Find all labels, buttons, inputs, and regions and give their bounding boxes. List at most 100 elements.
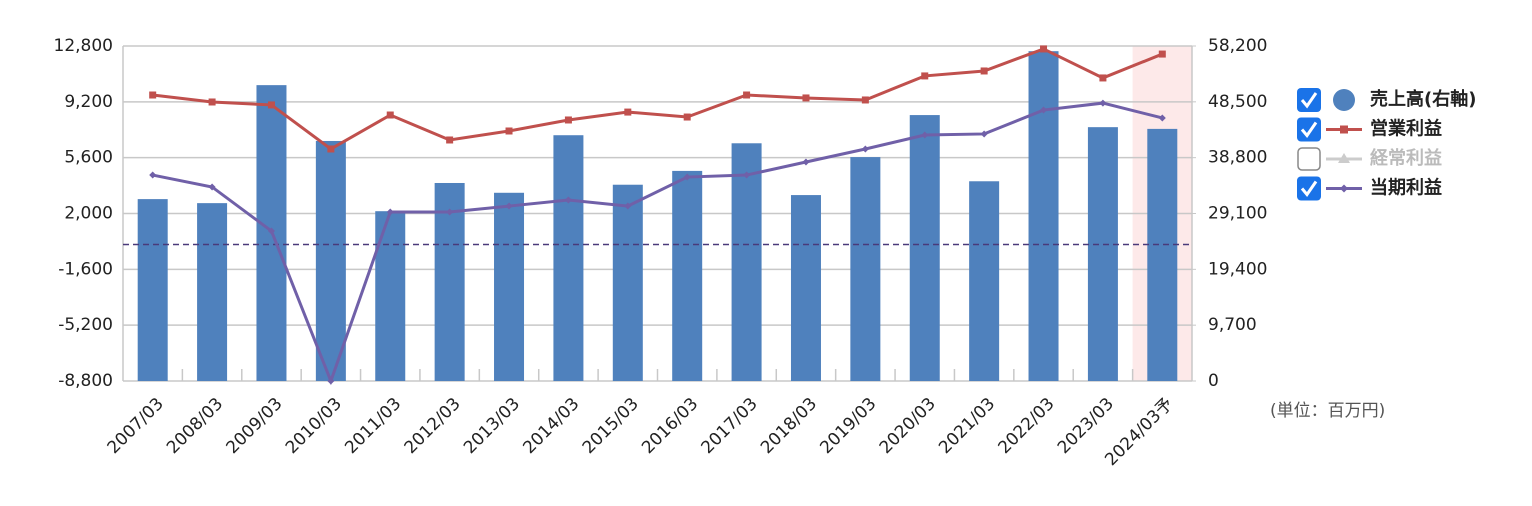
bar [137,199,168,381]
marker [1158,50,1166,58]
x-tick-label: 2014/03 [519,394,583,458]
marker [327,377,335,385]
bar [553,135,584,381]
y2-tick-label: 58,200 [1208,36,1267,56]
x-tick-label: 2018/03 [757,394,821,458]
marker [446,208,454,216]
marker [861,96,869,104]
legend-checkmark [1300,92,1318,109]
bar [1087,127,1118,381]
marker [149,91,157,99]
marker [267,227,275,235]
marker [1040,106,1048,114]
line [152,47,1163,151]
legend-marker [1338,153,1350,163]
legend-checkbox[interactable] [1297,117,1321,142]
legend-checkmark [1300,121,1318,138]
marker [802,94,810,102]
legend-label[interactable]: 経常利益 [1370,147,1442,169]
bar [494,192,525,381]
y2-tick-label: 19,400 [1208,259,1267,279]
x-tick-label: 2019/03 [816,394,880,458]
marker [446,136,454,144]
x-tick-label: 2011/03 [341,394,405,458]
legend-label[interactable]: 営業利益 [1370,118,1442,140]
x-tick-label: 2017/03 [698,394,762,458]
marker [149,171,157,179]
bar [612,184,643,381]
marker [624,108,632,116]
y-tick-label: 12,800 [54,36,113,56]
legend-symbol [1333,89,1355,111]
x-tick-label: 2009/03 [222,394,286,458]
marker [564,116,572,124]
bar [790,195,821,381]
marker [683,113,691,121]
y2-tick-label: 38,800 [1208,148,1267,168]
marker [1099,99,1107,107]
x-tick-label: 2020/03 [876,394,940,458]
legend-checkmark [1300,180,1318,197]
legend-checkbox[interactable] [1297,88,1321,112]
y-tick-label: 9,200 [64,92,113,112]
bar [909,115,940,381]
y-tick-label: -1,600 [58,259,113,279]
legend-checkbox[interactable] [1297,147,1321,171]
bar [1028,51,1059,381]
marker [980,67,988,75]
x-tick-label: 2021/03 [935,394,999,458]
marker [624,202,632,210]
marker [386,111,394,119]
marker [861,145,869,153]
bar [850,157,881,381]
marker [386,208,394,216]
bar [315,140,346,381]
y2-tick-label: 48,500 [1208,92,1267,112]
x-tick-label: 2015/03 [579,394,643,458]
bar [672,170,703,381]
marker [1158,114,1166,122]
marker [743,91,751,99]
line [152,101,1163,386]
marker [505,202,513,210]
y-tick-label: -5,200 [58,315,113,335]
marker [921,72,929,80]
marker [683,173,691,181]
bar [434,182,465,381]
marker [564,196,572,204]
bar [375,211,406,381]
y2-tick-label: 29,100 [1208,204,1267,224]
x-tick-label: 2022/03 [995,394,1059,458]
marker [980,130,988,138]
x-tick-label: 2016/03 [638,394,702,458]
y2-tick-label: 9,700 [1208,315,1257,335]
x-tick-label: 2007/03 [104,394,168,458]
marker [505,127,513,135]
legend-label[interactable]: 売上高(右軸) [1370,88,1476,110]
y-tick-label: -8,800 [58,371,113,391]
marker [1040,45,1048,53]
y-tick-label: 5,600 [64,148,113,168]
x-tick-label: 2010/03 [282,394,346,458]
marker [1099,74,1107,82]
bar [197,203,228,381]
legend-label[interactable]: 当期利益 [1370,177,1442,199]
legend-marker [1340,125,1348,134]
marker [327,145,335,153]
y-tick-label: 2,000 [64,204,113,224]
x-tick-label: 2012/03 [401,394,465,458]
y2-tick-label: 0 [1208,371,1219,391]
x-tick-label: 2013/03 [460,394,524,458]
marker [267,101,275,109]
marker [208,183,216,191]
bar [969,181,1000,381]
legend-marker [1340,184,1348,193]
bar [731,143,762,381]
marker [743,171,751,179]
legend-checkbox[interactable] [1297,176,1321,201]
marker [802,158,810,166]
x-tick-label: 2008/03 [163,394,227,458]
marker [208,98,216,106]
unit-label: (単位：百万円) [1270,401,1385,421]
